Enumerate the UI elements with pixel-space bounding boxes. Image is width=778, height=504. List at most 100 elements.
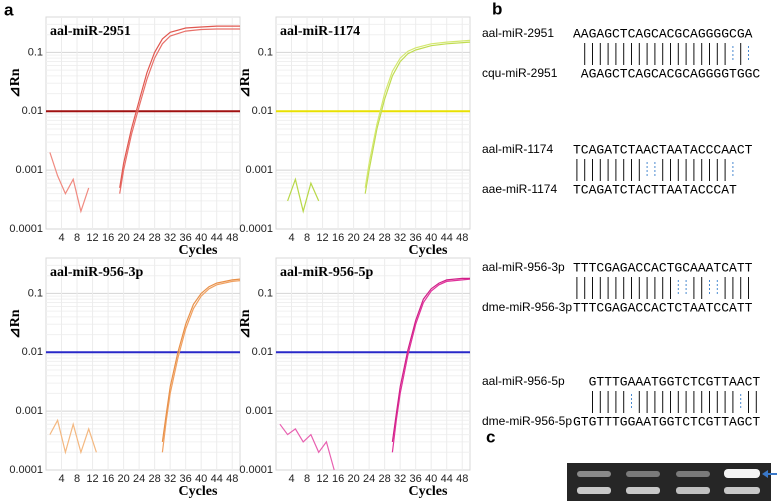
y-tick-label: 0.0001 xyxy=(239,223,273,235)
sequence-name: aae-miR-1174 xyxy=(482,182,557,196)
sequence: GTTTGAAATGGTCTCGTTAACT xyxy=(589,374,761,389)
band xyxy=(724,487,760,494)
x-tick-label: 12 xyxy=(86,232,98,244)
curve xyxy=(119,25,240,188)
x-tick-label: 48 xyxy=(226,473,238,485)
y-axis-label: ⊿Rn xyxy=(238,68,253,98)
chart-title: aal-miR-1174 xyxy=(280,24,360,39)
plot-frame xyxy=(275,16,471,230)
x-tick-label: 20 xyxy=(117,473,129,485)
y-axis-label: ⊿Rn xyxy=(8,68,23,98)
band xyxy=(626,471,660,477)
x-tick-label: 4 xyxy=(288,473,294,485)
band xyxy=(676,487,710,494)
y-tick-label: 0.001 xyxy=(245,164,273,176)
chart-title: aal-miR-2951 xyxy=(50,24,131,39)
y-tick-label: 0.0001 xyxy=(239,464,273,476)
x-tick-label: 24 xyxy=(133,473,145,485)
panel-label: a xyxy=(4,0,14,19)
curve xyxy=(364,41,471,194)
plot-frame xyxy=(275,257,471,471)
x-axis-label: Cycles xyxy=(409,484,448,499)
y-tick-label: 0.01 xyxy=(252,346,273,358)
gel xyxy=(567,463,777,501)
sequence: AGAGCTCAGCACGCAGGGGTGGC xyxy=(581,66,761,81)
sequence: TCAGATCTACTTAATACCCAT xyxy=(573,182,737,197)
y-tick-label: 0.001 xyxy=(15,405,43,417)
x-tick-label: 40 xyxy=(425,473,437,485)
band xyxy=(676,471,710,477)
x-tick-label: 24 xyxy=(363,473,375,485)
sequence: TTTCGAGACCACTCTAATCCATT xyxy=(573,300,753,315)
x-tick-label: 28 xyxy=(379,473,391,485)
x-tick-label: 32 xyxy=(164,473,176,485)
x-tick-label: 36 xyxy=(180,232,192,244)
y-tick-label: 0.0001 xyxy=(9,223,43,235)
x-tick-label: 16 xyxy=(102,232,114,244)
x-tick-label: 12 xyxy=(316,473,328,485)
band xyxy=(577,487,611,494)
x-tick-label: 32 xyxy=(394,473,406,485)
x-tick-label: 20 xyxy=(347,473,359,485)
x-tick-label: 8 xyxy=(304,473,310,485)
x-tick-label: 32 xyxy=(164,232,176,244)
x-tick-label: 48 xyxy=(456,473,468,485)
x-tick-label: 48 xyxy=(226,232,238,244)
x-tick-label: 44 xyxy=(211,473,223,485)
curve xyxy=(391,278,471,453)
x-axis-label: Cycles xyxy=(179,484,218,499)
curve xyxy=(49,418,97,455)
y-tick-label: 0.1 xyxy=(28,46,43,58)
x-tick-label: 32 xyxy=(394,232,406,244)
y-axis-label: ⊿Rn xyxy=(8,309,23,339)
sequence-name: aal-miR-956-3p xyxy=(482,260,565,274)
band xyxy=(577,471,611,477)
sequence: AAGAGCTCAGCACGCAGGGGCGA xyxy=(573,26,753,41)
x-tick-label: 28 xyxy=(149,473,161,485)
sequence-name: aal-miR-2951 xyxy=(482,26,554,40)
x-tick-label: 40 xyxy=(425,232,437,244)
x-tick-label: 24 xyxy=(133,232,145,244)
x-tick-label: 4 xyxy=(288,232,294,244)
curve xyxy=(119,28,240,194)
x-tick-label: 36 xyxy=(180,473,192,485)
sequence-name: dme-miR-956-5p xyxy=(482,414,572,428)
y-tick-label: 0.1 xyxy=(258,46,273,58)
sequence: TTTCGAGACCACTGCAAATCATT xyxy=(573,260,753,275)
x-tick-label: 44 xyxy=(211,232,223,244)
plot-frame xyxy=(45,16,241,230)
chart-title: aal-miR-956-3p xyxy=(50,265,144,280)
x-tick-label: 4 xyxy=(58,232,64,244)
sequence-name: cqu-miR-2951 xyxy=(482,66,558,80)
y-tick-label: 0.1 xyxy=(28,287,43,299)
plot-frame xyxy=(45,257,241,471)
chart-title: aal-miR-956-5p xyxy=(280,265,374,280)
x-tick-label: 20 xyxy=(117,232,129,244)
x-tick-label: 28 xyxy=(379,232,391,244)
x-tick-label: 12 xyxy=(86,473,98,485)
x-tick-label: 40 xyxy=(195,232,207,244)
sequence-name: aal-miR-956-5p xyxy=(482,374,565,388)
x-tick-label: 28 xyxy=(149,232,161,244)
x-tick-label: 40 xyxy=(195,473,207,485)
x-tick-label: 16 xyxy=(102,473,114,485)
x-tick-label: 20 xyxy=(347,232,359,244)
x-tick-label: 8 xyxy=(74,232,80,244)
x-tick-label: 16 xyxy=(332,232,344,244)
panel-label: b xyxy=(492,0,502,18)
x-tick-label: 36 xyxy=(410,473,422,485)
x-tick-label: 44 xyxy=(441,473,453,485)
panel-label: c xyxy=(486,427,495,446)
x-tick-label: 12 xyxy=(316,232,328,244)
sequence: TCAGATCTAACTAATACCCAACT xyxy=(573,142,753,157)
sequence: GTGTTTGGAATGGTCTCGTTAGCT xyxy=(573,414,760,429)
y-tick-label: 0.001 xyxy=(245,405,273,417)
sequence-name: aal-miR-1174 xyxy=(482,142,553,156)
band xyxy=(626,487,660,494)
sequence-name: dme-miR-956-3p xyxy=(482,300,572,314)
curve xyxy=(161,280,241,453)
curve xyxy=(279,423,335,471)
y-tick-label: 0.0001 xyxy=(9,464,43,476)
y-tick-label: 0.01 xyxy=(22,346,43,358)
